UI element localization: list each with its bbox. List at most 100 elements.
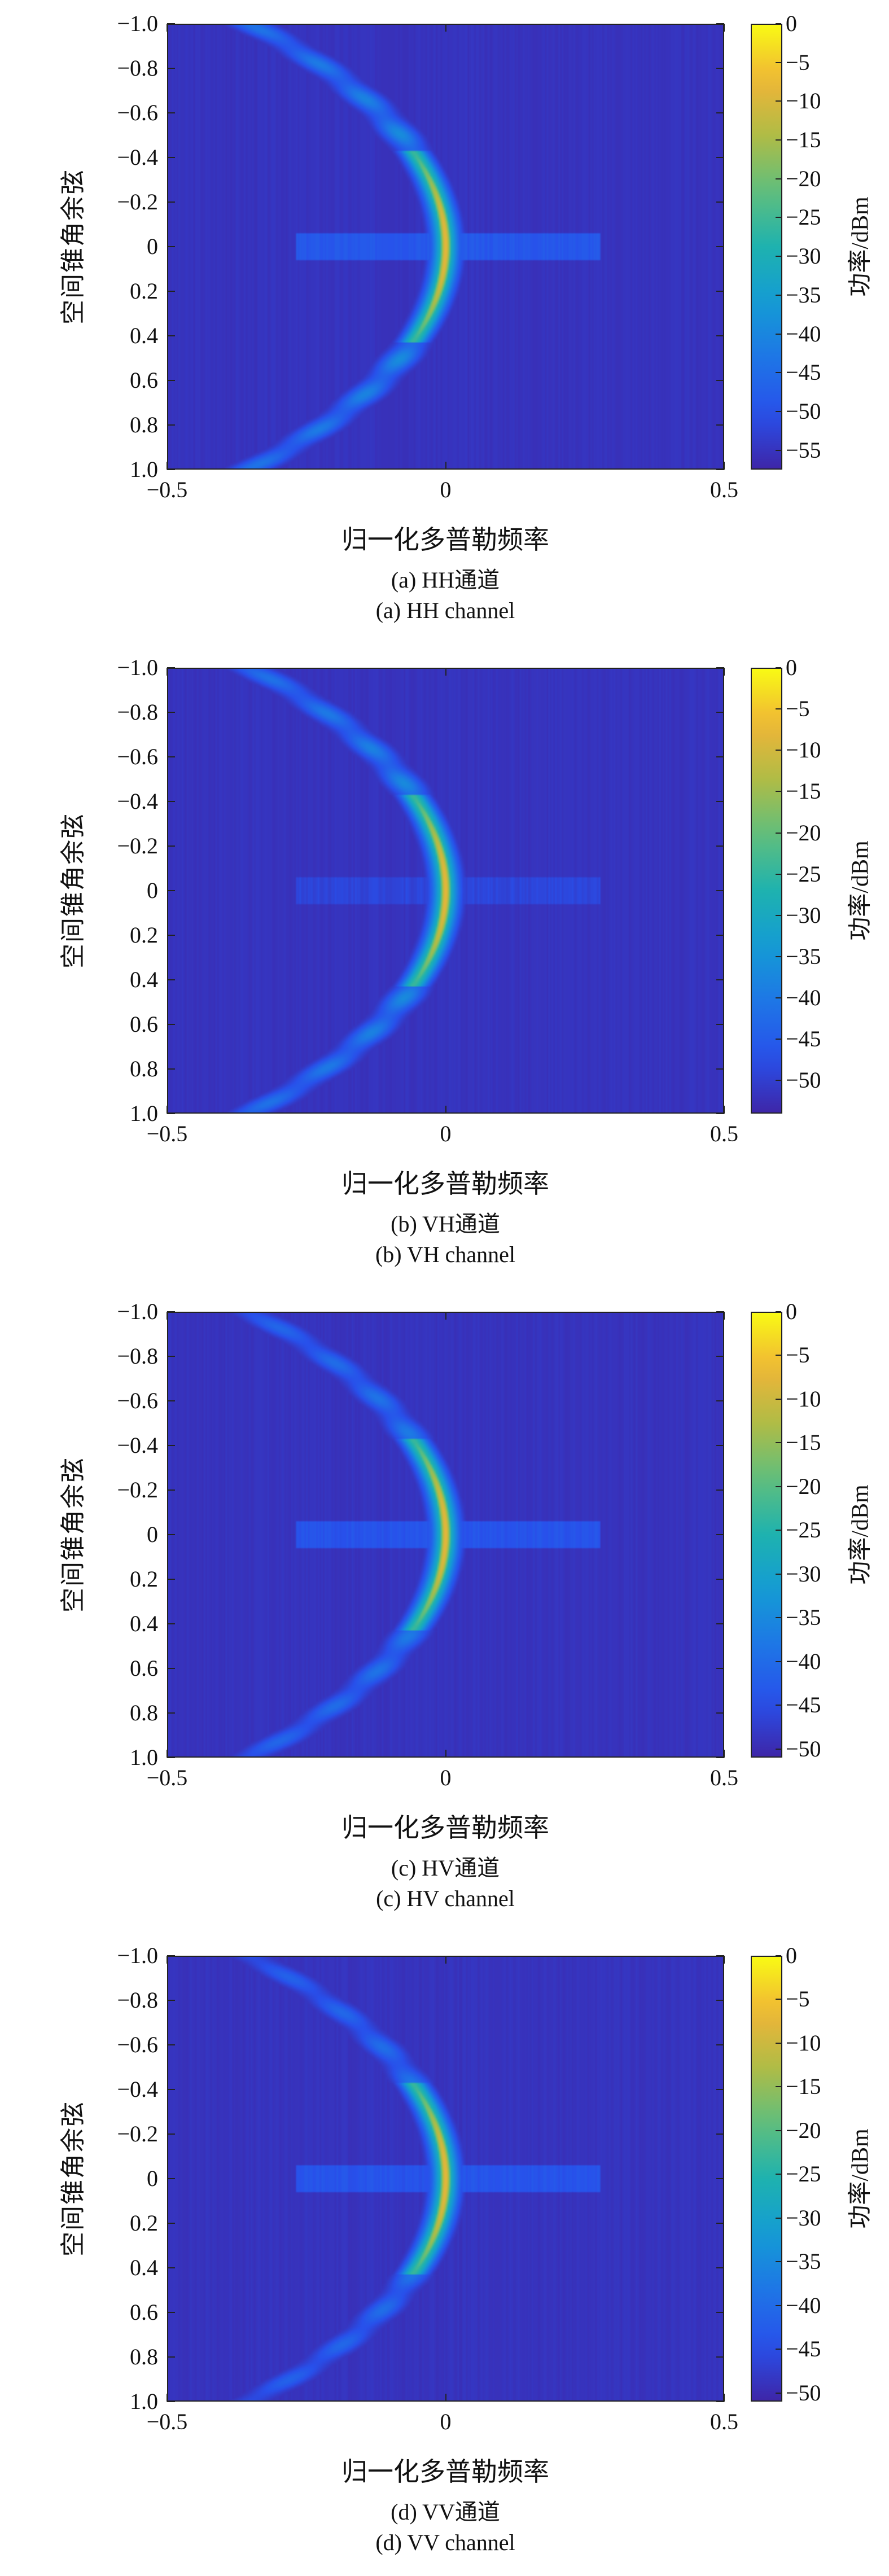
colorbar-tick-label: −10 xyxy=(786,88,821,114)
y-tick-mark xyxy=(167,2401,175,2402)
colorbar-tick-mark xyxy=(776,2392,781,2394)
y-tick-mark xyxy=(167,667,175,668)
y-tick-mark xyxy=(167,2223,175,2224)
colorbar-tick-mark xyxy=(776,333,781,335)
y-tick-label: 0 xyxy=(147,2166,158,2191)
colorbar-tick-label: −20 xyxy=(786,1473,821,1499)
x-tick-mark xyxy=(445,1106,446,1114)
colorbar-tick-mark xyxy=(776,956,781,958)
y-tick-label: 0.2 xyxy=(130,1566,158,1592)
y-tick-mark xyxy=(167,801,175,802)
colorbar-tick-mark xyxy=(776,708,781,710)
colorbar-tick-label: −10 xyxy=(786,2030,821,2056)
y-tick-label: 0.8 xyxy=(130,2344,158,2369)
y-tick-label: 0.8 xyxy=(130,1700,158,1725)
y-tick-label: 0.6 xyxy=(130,2299,158,2325)
y-tick-mark xyxy=(716,1068,724,1070)
y-tick-label: 1.0 xyxy=(130,2389,158,2414)
colorbar-tick-label: 0 xyxy=(786,655,797,680)
colorbar-tick-mark xyxy=(776,2217,781,2219)
y-tick-mark xyxy=(716,1113,724,1114)
colorbar-tick-mark xyxy=(776,178,781,179)
colorbar-tick-label: −20 xyxy=(786,2117,821,2143)
colorbar-tick-label: −35 xyxy=(786,282,821,308)
caption-en: (a) HH channel xyxy=(375,598,515,623)
y-tick-mark xyxy=(716,112,724,113)
x-tick-mark xyxy=(724,1956,725,1964)
colorbar-tick-mark xyxy=(776,2349,781,2350)
colorbar-label: 功率/dBm xyxy=(847,2128,874,2229)
y-tick-mark xyxy=(167,2133,175,2135)
colorbar-tick-label: −5 xyxy=(786,696,810,722)
y-tick-mark xyxy=(167,68,175,69)
y-tick-mark xyxy=(167,756,175,757)
y-tick-mark xyxy=(167,23,175,24)
plot-area xyxy=(167,1312,724,1758)
y-tick-mark xyxy=(167,1113,175,1114)
x-tick-mark xyxy=(445,2394,446,2402)
colorbar-tick-label: −15 xyxy=(786,1430,821,1456)
y-tick-mark xyxy=(716,2267,724,2268)
colorbar-tick-label: −25 xyxy=(786,1517,821,1543)
colorbar-tick-mark xyxy=(776,100,781,102)
y-tick-mark xyxy=(716,2312,724,2313)
y-tick-mark xyxy=(167,469,175,470)
x-tick-label: 0.5 xyxy=(710,2409,738,2434)
colorbar-tick-mark xyxy=(776,750,781,751)
y-tick-mark xyxy=(716,1579,724,1580)
colorbar-tick-label: −45 xyxy=(786,1692,821,1718)
y-tick-label: −0.4 xyxy=(117,1432,158,1458)
x-tick-mark xyxy=(724,1312,725,1320)
y-tick-label: 0.2 xyxy=(130,2210,158,2236)
colorbar-tick-mark xyxy=(776,832,781,834)
y-tick-mark xyxy=(167,1311,175,1312)
y-tick-mark xyxy=(716,335,724,336)
x-axis-label: 归一化多普勒频率 xyxy=(341,1169,549,1198)
colorbar-tick-label: −40 xyxy=(786,321,821,347)
y-tick-mark xyxy=(716,1668,724,1669)
y-tick-mark xyxy=(716,2133,724,2135)
colorbar-tick-mark xyxy=(776,1999,781,2000)
colorbar-tick-mark xyxy=(776,449,781,451)
colorbar-tick-mark xyxy=(776,139,781,141)
y-tick-mark xyxy=(716,469,724,470)
y-tick-mark xyxy=(716,23,724,24)
plot-area xyxy=(167,24,724,470)
heatmap-image xyxy=(168,25,723,468)
colorbar-label: 功率/dBm xyxy=(847,840,874,941)
y-tick-label: −1.0 xyxy=(117,655,158,680)
y-tick-label: −0.6 xyxy=(117,2032,158,2057)
y-tick-label: 0.4 xyxy=(130,2255,158,2280)
y-tick-label: 0.8 xyxy=(130,1056,158,1081)
colorbar-tick-label: −5 xyxy=(786,1342,810,1368)
y-tick-mark xyxy=(167,424,175,426)
x-tick-mark xyxy=(445,462,446,470)
caption-cn: (d) VV通道 xyxy=(391,2499,500,2525)
y-tick-mark xyxy=(167,2000,175,2001)
colorbar-tick-mark xyxy=(776,23,781,24)
colorbar-tick-mark xyxy=(776,410,781,412)
colorbar-tick-label: −30 xyxy=(786,902,821,928)
colorbar-tick-mark xyxy=(776,2174,781,2175)
y-tick-label: 1.0 xyxy=(130,1745,158,1770)
colorbar-tick-mark xyxy=(776,914,781,916)
colorbar-tick-mark xyxy=(776,2042,781,2044)
x-axis-label: 归一化多普勒频率 xyxy=(341,2457,549,2486)
y-tick-label: 1.0 xyxy=(130,457,158,482)
x-tick-label: 0 xyxy=(440,2409,452,2434)
heatmap-image xyxy=(168,1957,723,2400)
caption-cn: (b) VH通道 xyxy=(391,1211,500,1237)
colorbar-tick-label: −50 xyxy=(786,2380,821,2406)
y-tick-label: −1.0 xyxy=(117,1299,158,1324)
y-tick-mark xyxy=(167,1400,175,1401)
y-tick-mark xyxy=(167,1534,175,1535)
caption-en: (c) HV channel xyxy=(376,1886,515,1911)
colorbar-tick-mark xyxy=(776,2086,781,2088)
x-tick-mark xyxy=(167,1750,168,1758)
y-tick-label: −0.8 xyxy=(117,55,158,81)
y-tick-mark xyxy=(167,2356,175,2358)
x-tick-label: −0.5 xyxy=(146,1121,188,1146)
colorbar-tick-label: −25 xyxy=(786,861,821,887)
colorbar-tick-mark xyxy=(776,1748,781,1750)
caption-en: (d) VV channel xyxy=(375,2530,515,2555)
